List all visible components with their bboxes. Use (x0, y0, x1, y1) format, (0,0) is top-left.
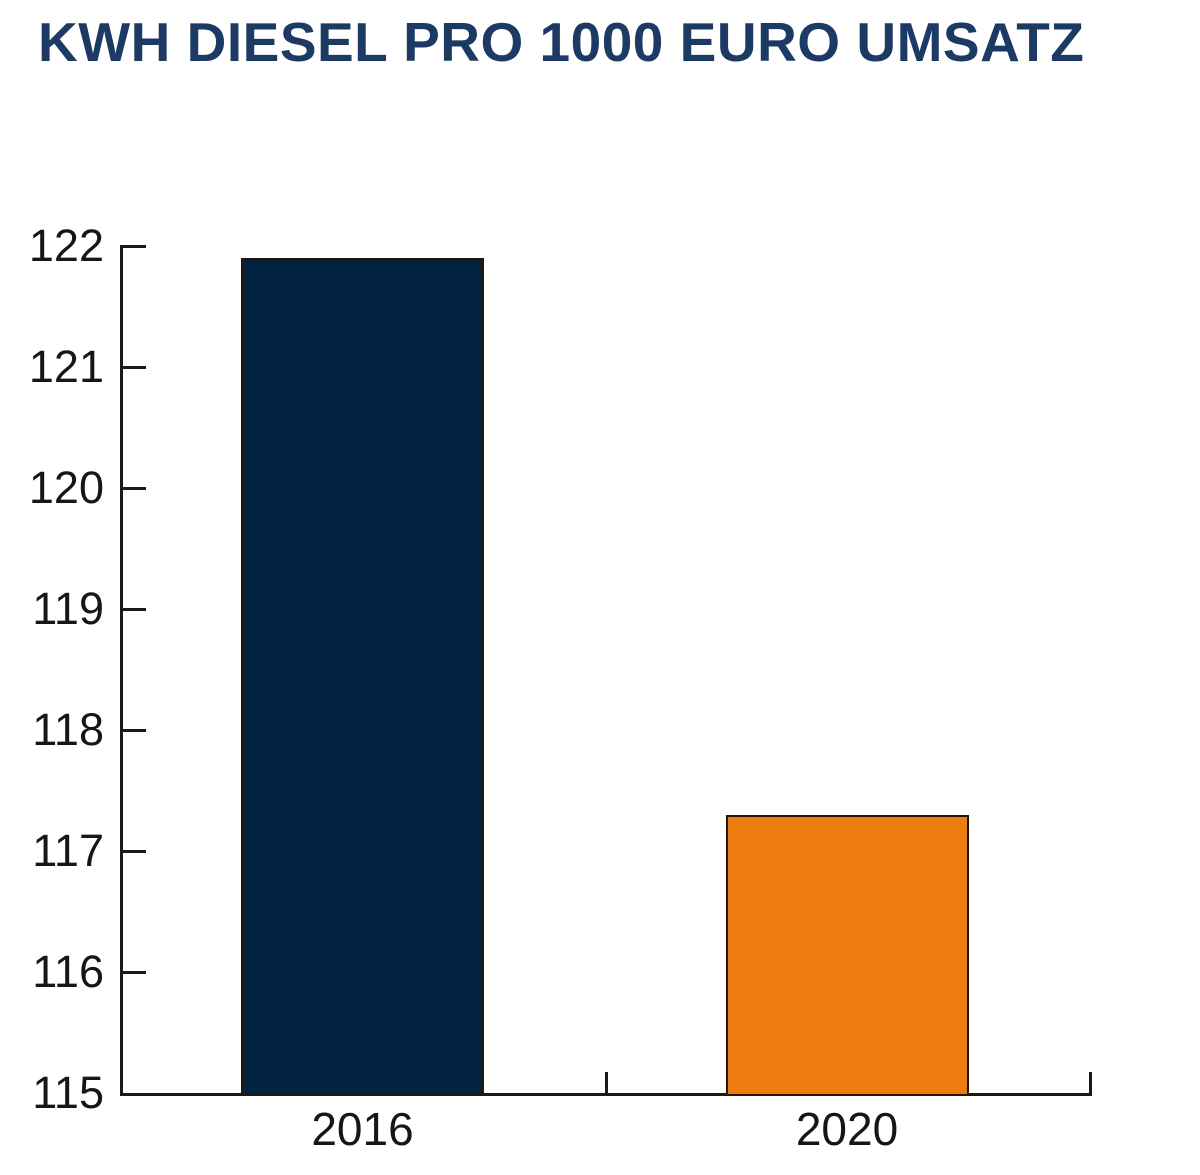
bar-2020 (725, 814, 969, 1096)
x-tick (1089, 1072, 1092, 1093)
y-tick (120, 971, 146, 974)
y-tick (120, 487, 146, 490)
chart-title: KWH DIESEL PRO 1000 EURO UMSATZ (38, 11, 1085, 73)
x-axis-line (120, 1093, 1092, 1096)
x-label-2016: 2016 (311, 1103, 414, 1155)
y-tick-label: 117 (32, 825, 104, 876)
y-tick-label: 118 (32, 704, 104, 755)
y-tick (120, 608, 146, 611)
y-tick-label: 115 (32, 1067, 104, 1118)
y-tick-label: 121 (28, 341, 104, 392)
x-tick (605, 1072, 608, 1093)
y-tick (120, 850, 146, 853)
y-tick (120, 245, 146, 248)
y-axis-line (120, 246, 123, 1096)
y-tick-label: 120 (28, 462, 104, 513)
y-tick-label: 122 (28, 220, 104, 271)
x-label-2020: 2020 (795, 1103, 899, 1155)
bar-2016 (241, 258, 484, 1096)
y-tick (120, 366, 146, 369)
y-tick-label: 116 (32, 946, 104, 997)
y-tick-label: 119 (32, 583, 104, 634)
y-tick (120, 729, 146, 732)
